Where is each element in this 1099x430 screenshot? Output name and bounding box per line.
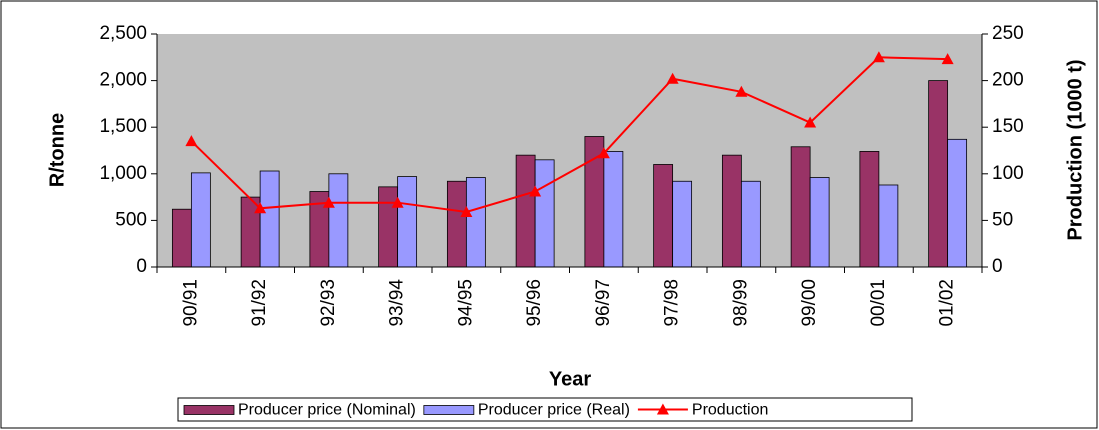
bar <box>947 138 968 268</box>
marker <box>529 185 542 197</box>
bar <box>928 80 949 268</box>
x-tick-label: 94/95 <box>455 279 476 327</box>
bar <box>515 154 536 268</box>
bar <box>859 151 880 268</box>
marker <box>391 196 404 208</box>
x-tick-label: 00/01 <box>868 279 889 327</box>
y-tick-label: 0 <box>136 256 147 277</box>
y-tick-label: 1,000 <box>99 163 147 184</box>
bar <box>790 146 811 268</box>
bar <box>465 177 486 268</box>
bar <box>171 208 192 268</box>
legend <box>177 397 913 422</box>
legend-swatch <box>183 405 235 415</box>
x-tick-label: 97/98 <box>662 279 683 327</box>
y2-tick-label: 0 <box>992 256 1003 277</box>
x-tick-label: 96/97 <box>593 279 614 327</box>
bar <box>190 172 211 268</box>
y2-axis-title: Production (1000 t) <box>1064 59 1086 240</box>
y-tick-label: 1,500 <box>99 116 147 137</box>
y2-tick-label: 150 <box>992 116 1024 137</box>
line <box>190 56 948 214</box>
x-tick-label: 93/94 <box>387 279 408 327</box>
x-tick-label: 90/91 <box>180 279 201 327</box>
bar <box>259 170 280 268</box>
marker <box>460 206 473 218</box>
x-tick-label: 01/02 <box>937 279 958 327</box>
bar <box>603 151 624 268</box>
legend-label: Production <box>692 402 769 419</box>
y-tick-label: 2,500 <box>99 23 147 44</box>
legend-label: Producer price (Real) <box>478 402 630 419</box>
bar <box>534 159 555 268</box>
x-tick-label: 91/92 <box>249 279 270 327</box>
marker <box>322 196 335 208</box>
bar <box>672 180 693 268</box>
marker <box>735 85 748 97</box>
plot-area <box>157 34 982 267</box>
marker <box>804 116 817 128</box>
y2-tick-label: 50 <box>992 209 1013 230</box>
bar <box>878 184 899 268</box>
bar <box>328 173 349 268</box>
y2-tick-label: 200 <box>992 70 1024 91</box>
y2-tick-label: 250 <box>992 23 1024 44</box>
x-axis-title: Year <box>549 368 591 390</box>
marker <box>872 51 885 63</box>
bar <box>809 177 830 268</box>
legend-label: Producer price (Nominal) <box>238 402 416 419</box>
marker <box>254 202 267 214</box>
bar <box>721 154 742 268</box>
x-tick-label: 98/99 <box>730 279 751 327</box>
x-tick-label: 92/93 <box>318 279 339 327</box>
bar <box>397 176 418 268</box>
marker <box>597 147 610 159</box>
marker <box>185 135 198 147</box>
bar <box>378 186 399 268</box>
marker <box>941 53 954 65</box>
y-axis-title: R/tonne <box>46 113 68 187</box>
legend-swatch <box>423 405 475 415</box>
marker <box>666 72 679 84</box>
y2-tick-label: 100 <box>992 163 1024 184</box>
bar <box>446 180 467 268</box>
bar <box>740 180 761 268</box>
legend-marker <box>656 403 669 415</box>
x-tick-label: 99/00 <box>799 279 820 327</box>
bar <box>653 164 674 268</box>
x-tick-label: 95/96 <box>524 279 545 327</box>
y-tick-label: 2,000 <box>99 70 147 91</box>
y-tick-label: 500 <box>115 209 147 230</box>
